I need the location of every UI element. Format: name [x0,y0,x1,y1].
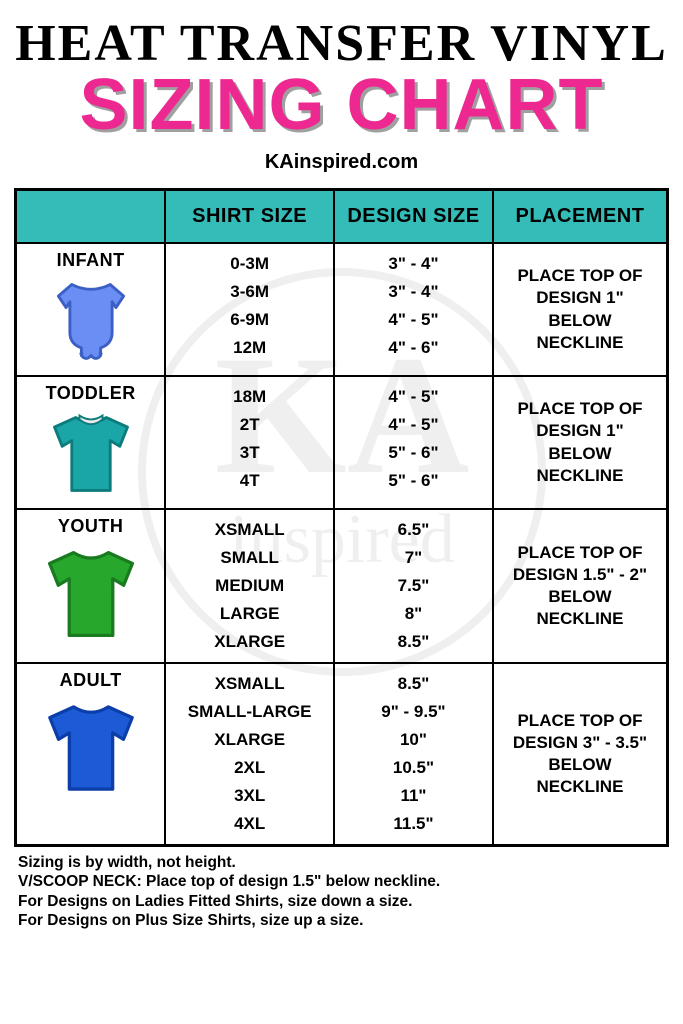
design-size-value: 11" [339,782,488,810]
design-size-value: 8.5" [339,628,488,656]
shirt-size-value: 6-9M [170,306,329,334]
footnote-line: For Designs on Ladies Fitted Shirts, siz… [18,892,665,911]
design-size-value: 9" - 9.5" [339,698,488,726]
shirt-size-value: 3XL [170,782,329,810]
footnotes: Sizing is by width, not height.V/SCOOP N… [14,847,669,935]
shirt-size-value: SMALL-LARGE [170,698,329,726]
footnote-line: Sizing is by width, not height. [18,853,665,872]
category-cell: YOUTH [16,509,166,663]
category-label: INFANT [21,250,160,271]
shirt-size-cell: XSMALLSMALL-LARGEXLARGE2XL3XL4XL [165,663,334,846]
design-size-value: 8.5" [339,670,488,698]
design-size-value: 7" [339,544,488,572]
table-row: INFANT 0-3M3-6M6-9M12M3" - 4"3" - 4"4" -… [16,243,668,376]
category-label: TODDLER [21,383,160,404]
placement-cell: PLACE TOP OF DESIGN 1" BELOW NECKLINE [493,376,668,509]
design-size-cell: 6.5"7"7.5"8"8.5" [334,509,493,663]
shirt-size-value: 2T [170,411,329,439]
col-header-design-size: DESIGN SIZE [334,190,493,244]
design-size-value: 5" - 6" [339,439,488,467]
placement-text: PLACE TOP OF DESIGN 1" BELOW NECKLINE [498,398,662,486]
col-header-shirt-size: SHIRT SIZE [165,190,334,244]
design-size-value: 11.5" [339,810,488,838]
shirt-size-cell: 18M2T3T4T [165,376,334,509]
shirt-size-value: XSMALL [170,670,329,698]
onesie-icon [43,273,139,369]
design-size-value: 4" - 6" [339,334,488,362]
tshirt-icon [26,693,156,803]
placement-cell: PLACE TOP OF DESIGN 1" BELOW NECKLINE [493,243,668,376]
shirt-size-value: 18M [170,383,329,411]
shirt-size-cell: XSMALLSMALLMEDIUMLARGEXLARGE [165,509,334,663]
placement-text: PLACE TOP OF DESIGN 1" BELOW NECKLINE [498,265,662,353]
category-cell: INFANT [16,243,166,376]
shirt-size-value: XLARGE [170,726,329,754]
design-size-value: 3" - 4" [339,250,488,278]
tshirt-icon [37,406,145,502]
title-line-2: SIZING CHART [14,69,669,141]
site-url: KAinspired.com [14,151,669,174]
placement-cell: PLACE TOP OF DESIGN 1.5" - 2" BELOW NECK… [493,509,668,663]
design-size-value: 4" - 5" [339,306,488,334]
shirt-size-value: 4XL [170,810,329,838]
category-cell: TODDLER [16,376,166,509]
tshirt-icon [30,539,152,649]
shirt-size-cell: 0-3M3-6M6-9M12M [165,243,334,376]
design-size-value: 10.5" [339,754,488,782]
design-size-value: 6.5" [339,516,488,544]
shirt-size-value: 2XL [170,754,329,782]
design-size-value: 8" [339,600,488,628]
shirt-size-value: 4T [170,467,329,495]
design-size-value: 10" [339,726,488,754]
table-row: TODDLER 18M2T3T4T4" - 5"4" - 5"5" - 6"5"… [16,376,668,509]
design-size-cell: 8.5"9" - 9.5"10"10.5"11"11.5" [334,663,493,846]
category-label: YOUTH [21,516,160,537]
category-cell: ADULT [16,663,166,846]
design-size-value: 7.5" [339,572,488,600]
shirt-size-value: MEDIUM [170,572,329,600]
col-header-blank [16,190,166,244]
design-size-cell: 3" - 4"3" - 4"4" - 5"4" - 6" [334,243,493,376]
shirt-size-value: 12M [170,334,329,362]
design-size-value: 5" - 6" [339,467,488,495]
shirt-size-value: 0-3M [170,250,329,278]
design-size-cell: 4" - 5"4" - 5"5" - 6"5" - 6" [334,376,493,509]
category-label: ADULT [21,670,160,691]
shirt-size-value: LARGE [170,600,329,628]
shirt-size-value: 3-6M [170,278,329,306]
table-header-row: SHIRT SIZE DESIGN SIZE PLACEMENT [16,190,668,244]
footnote-line: V/SCOOP NECK: Place top of design 1.5" b… [18,872,665,891]
table-row: ADULT XSMALLSMALL-LARGEXLARGE2XL3XL4XL8.… [16,663,668,846]
shirt-size-value: XLARGE [170,628,329,656]
design-size-value: 4" - 5" [339,411,488,439]
design-size-value: 4" - 5" [339,383,488,411]
col-header-placement: PLACEMENT [493,190,668,244]
placement-text: PLACE TOP OF DESIGN 1.5" - 2" BELOW NECK… [498,542,662,630]
shirt-size-value: 3T [170,439,329,467]
sizing-table: SHIRT SIZE DESIGN SIZE PLACEMENT INFANT … [14,188,669,847]
shirt-size-value: SMALL [170,544,329,572]
design-size-value: 3" - 4" [339,278,488,306]
table-row: YOUTH XSMALLSMALLMEDIUMLARGEXLARGE6.5"7"… [16,509,668,663]
footnote-line: For Designs on Plus Size Shirts, size up… [18,911,665,930]
shirt-size-value: XSMALL [170,516,329,544]
placement-cell: PLACE TOP OF DESIGN 3" - 3.5" BELOW NECK… [493,663,668,846]
placement-text: PLACE TOP OF DESIGN 3" - 3.5" BELOW NECK… [498,710,662,798]
